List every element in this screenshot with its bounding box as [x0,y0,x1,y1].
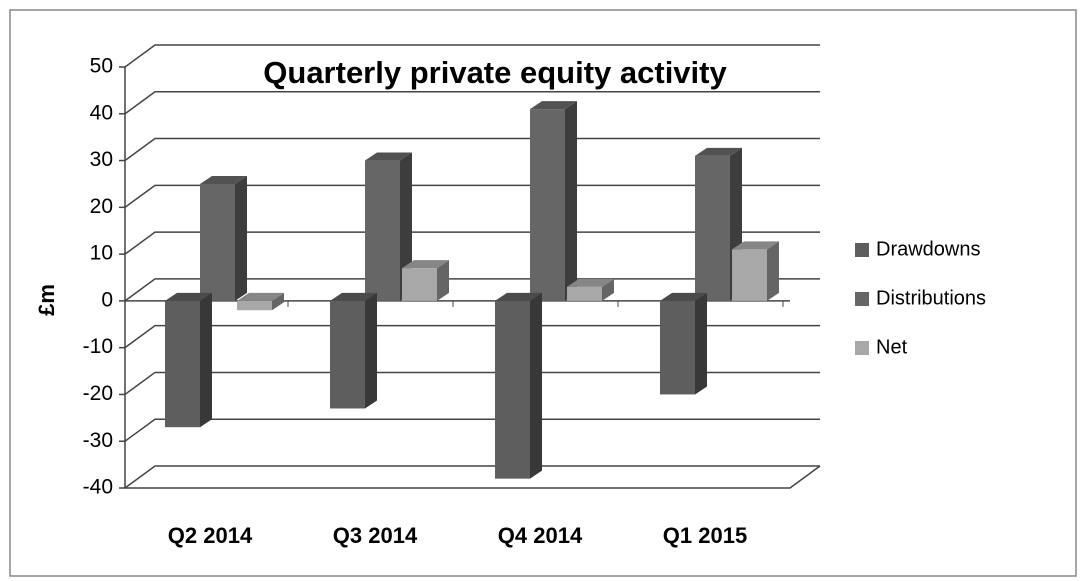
x-tick-label: Q3 2014 [333,523,418,548]
legend-label: Net [876,336,908,358]
grid-line [124,371,820,396]
bar-top [365,152,412,161]
legend-swatch [855,341,869,355]
grid-line [124,184,820,208]
bar [530,101,577,301]
x-tick-label: Q1 2015 [663,523,747,548]
bar-front [402,268,437,301]
grid-line [124,418,820,442]
chart-title: Quarterly private equity activity [263,55,727,90]
legend-swatch [855,292,869,306]
y-axis-label: £m [34,284,59,316]
bar-top [237,292,284,301]
bar-top [695,147,742,156]
bar-side [200,292,212,428]
legend-swatch [855,243,869,257]
bar [402,260,449,301]
bar-front [567,286,602,301]
bar [165,292,212,428]
bar-side [602,278,614,301]
bar [567,278,614,301]
y-tick-label: 20 [90,195,113,218]
bar-side [565,101,577,301]
bar [660,292,707,395]
x-tick-label: Q4 2014 [498,523,583,548]
bar-front [165,300,200,428]
bar [732,241,779,301]
bar-front [530,109,565,301]
y-tick-label: 40 [90,101,113,124]
bar-side [437,260,449,301]
y-tick-label: 10 [90,242,113,265]
bar-top [660,292,707,301]
grid-line [124,465,820,489]
bar-top [530,101,577,110]
grid-line [124,44,820,68]
bar [495,292,542,479]
bar-side [695,292,707,395]
bar-front [330,300,365,409]
bar-top [165,292,212,301]
bar-top [330,292,377,301]
y-tick-label: -10 [83,335,113,358]
grid-line [124,137,820,162]
grid-line [124,324,820,349]
y-tick-label: 0 [101,288,113,311]
bar-top [495,292,542,301]
bar-side [365,292,377,409]
bar-front [660,300,695,395]
bar-side [235,175,247,301]
floor-edge [125,465,821,489]
y-tick-label: -20 [83,382,113,405]
y-tick-label: 50 [90,55,113,78]
bar-front [732,249,767,301]
legend-label: Drawdowns [876,238,980,260]
grid-line [124,91,820,115]
bar [200,175,247,301]
bar [365,152,412,301]
bar-side [272,292,284,311]
bar-side [530,292,542,479]
bar-front [237,300,272,311]
bar-top [732,241,779,250]
y-tick-label: 30 [90,148,113,171]
bar-front [695,155,730,301]
x-tick-label: Q2 2014 [168,523,253,548]
y-tick-label: -30 [83,429,113,452]
legend-label: Distributions [876,287,986,309]
bar-top [200,175,247,184]
bar [237,292,284,311]
bar [330,292,377,409]
y-tick-label: -40 [83,476,113,499]
bar-side [767,241,779,301]
bar-front [200,183,235,301]
bar-top [567,278,614,287]
bar-front [495,300,530,479]
bar-top [402,260,449,269]
grid-line [124,231,820,255]
bar-front [365,160,400,301]
